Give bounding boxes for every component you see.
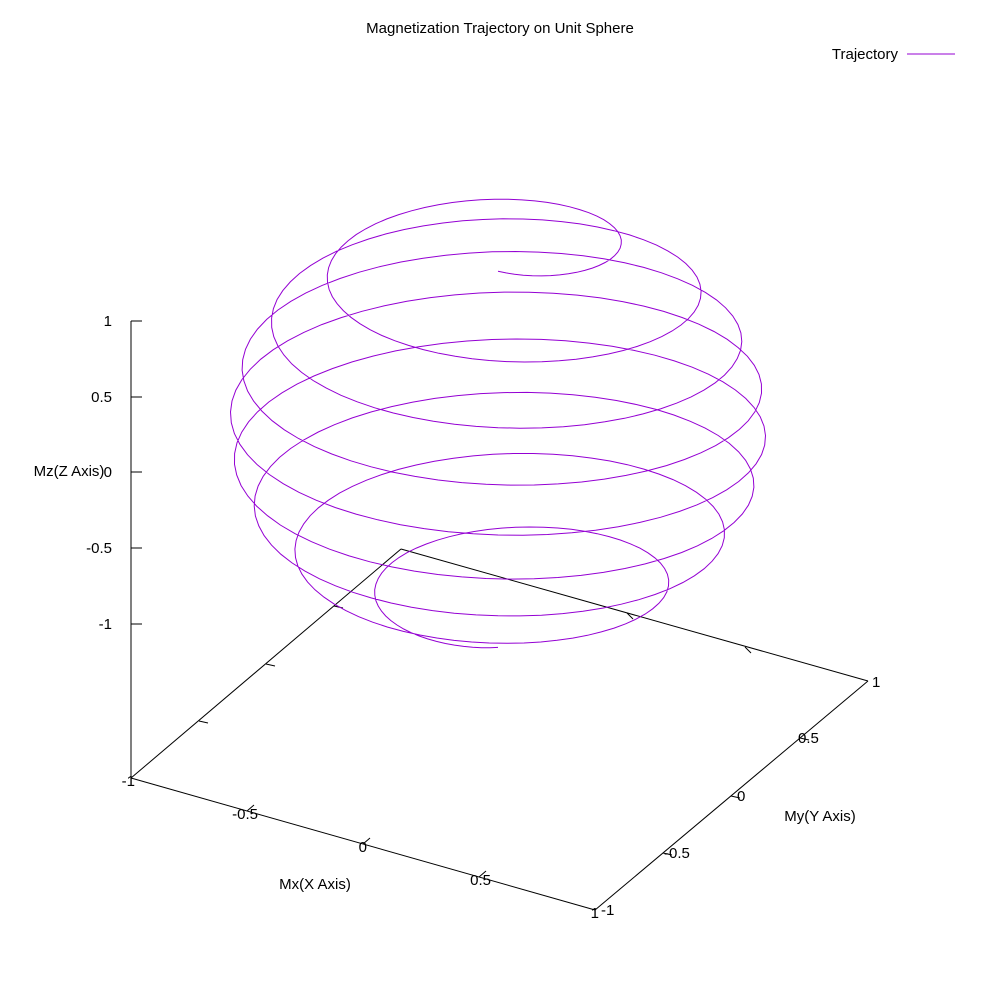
y-tick bbox=[662, 852, 673, 856]
y-axis-line bbox=[594, 680, 869, 911]
z-axis-label: Mz(Z Axis) bbox=[34, 463, 105, 480]
x-tick-label: -1 bbox=[122, 773, 135, 790]
legend-label: Trajectory bbox=[832, 46, 899, 63]
series-layer bbox=[229, 198, 767, 649]
x-tick bbox=[478, 870, 487, 878]
y-tick-label: -0.5 bbox=[664, 845, 690, 862]
trajectory-line bbox=[229, 198, 767, 649]
y-tick bbox=[730, 795, 741, 799]
y-axis-label: My(Y Axis) bbox=[784, 808, 855, 825]
y-tick-label: 0 bbox=[737, 788, 745, 805]
back-y-edge bbox=[130, 548, 402, 779]
back-tick bbox=[744, 646, 752, 654]
z-tick-label: 1 bbox=[104, 313, 112, 330]
z-tick-label: -0.5 bbox=[86, 540, 112, 557]
chart-title: Magnetization Trajectory on Unit Sphere bbox=[366, 20, 634, 37]
z-tick-label: 0.5 bbox=[91, 389, 112, 406]
axes: 1 0.5 0 -0.5 -1 -1 -0.5 0 0.5 1 -1 -0.5 … bbox=[34, 313, 881, 922]
x-tick-label: 1 bbox=[591, 905, 599, 922]
y-tick-label: 1 bbox=[872, 674, 880, 691]
x-tick-label: 0.5 bbox=[470, 872, 491, 889]
x-tick-label: 0 bbox=[359, 839, 367, 856]
back-tick bbox=[265, 663, 276, 667]
back-x-edge bbox=[400, 548, 869, 682]
x-tick bbox=[362, 837, 371, 845]
y-tick-label: -1 bbox=[601, 902, 614, 919]
x-tick bbox=[246, 804, 255, 812]
y-tick-label: 0.5 bbox=[798, 730, 819, 747]
x-axis-label: Mx(X Axis) bbox=[279, 876, 351, 893]
z-tick-label: 0 bbox=[104, 464, 112, 481]
y-tick bbox=[799, 737, 810, 741]
back-tick bbox=[198, 720, 209, 724]
legend: Trajectory bbox=[832, 46, 955, 63]
back-tick bbox=[626, 612, 634, 620]
x-tick-label: -0.5 bbox=[232, 806, 258, 823]
z-tick-label: -1 bbox=[99, 616, 112, 633]
